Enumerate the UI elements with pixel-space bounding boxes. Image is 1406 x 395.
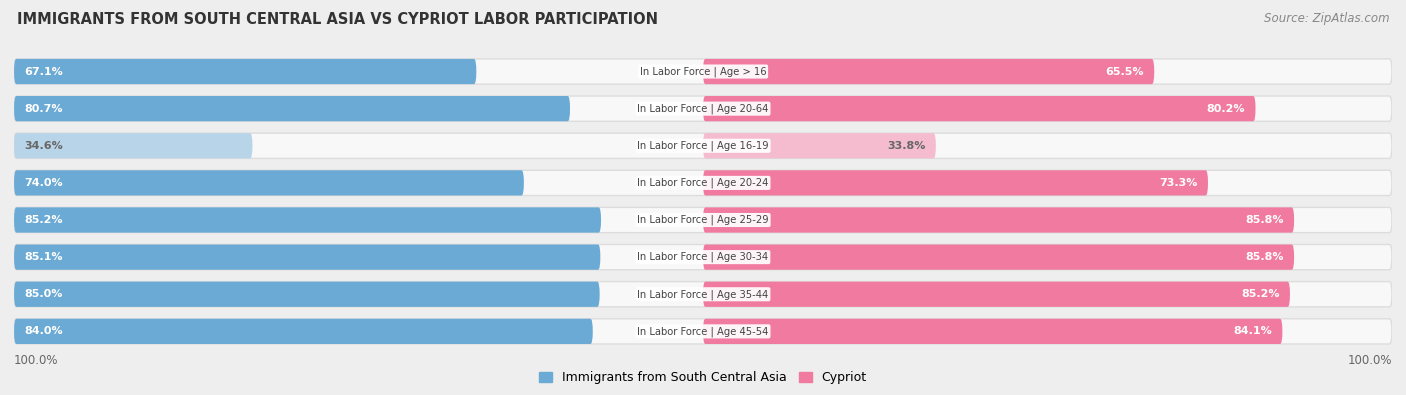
FancyBboxPatch shape: [14, 282, 1392, 307]
Text: 80.2%: 80.2%: [1206, 103, 1246, 114]
FancyBboxPatch shape: [14, 133, 253, 158]
Text: In Labor Force | Age 45-54: In Labor Force | Age 45-54: [637, 326, 769, 337]
Text: 85.1%: 85.1%: [24, 252, 63, 262]
Text: 67.1%: 67.1%: [24, 66, 63, 77]
Text: 33.8%: 33.8%: [887, 141, 925, 151]
Text: 85.2%: 85.2%: [24, 215, 63, 225]
Text: 80.7%: 80.7%: [24, 103, 63, 114]
Text: 85.8%: 85.8%: [1246, 215, 1284, 225]
Text: In Labor Force | Age 20-24: In Labor Force | Age 20-24: [637, 178, 769, 188]
FancyBboxPatch shape: [703, 282, 1289, 307]
FancyBboxPatch shape: [14, 59, 1392, 84]
FancyBboxPatch shape: [14, 319, 593, 344]
Text: 100.0%: 100.0%: [1347, 354, 1392, 367]
Text: IMMIGRANTS FROM SOUTH CENTRAL ASIA VS CYPRIOT LABOR PARTICIPATION: IMMIGRANTS FROM SOUTH CENTRAL ASIA VS CY…: [17, 12, 658, 27]
Text: 85.2%: 85.2%: [1241, 289, 1279, 299]
FancyBboxPatch shape: [14, 245, 600, 270]
Legend: Immigrants from South Central Asia, Cypriot: Immigrants from South Central Asia, Cypr…: [534, 366, 872, 389]
Text: In Labor Force | Age > 16: In Labor Force | Age > 16: [640, 66, 766, 77]
FancyBboxPatch shape: [703, 207, 1294, 233]
FancyBboxPatch shape: [14, 207, 1392, 233]
Text: 74.0%: 74.0%: [24, 178, 63, 188]
Text: 65.5%: 65.5%: [1105, 66, 1144, 77]
Text: In Labor Force | Age 30-34: In Labor Force | Age 30-34: [637, 252, 769, 262]
FancyBboxPatch shape: [703, 59, 1154, 84]
FancyBboxPatch shape: [14, 59, 477, 84]
Text: 84.0%: 84.0%: [24, 326, 63, 337]
FancyBboxPatch shape: [703, 319, 1282, 344]
FancyBboxPatch shape: [14, 96, 1392, 121]
FancyBboxPatch shape: [703, 96, 1256, 121]
Text: 84.1%: 84.1%: [1233, 326, 1272, 337]
FancyBboxPatch shape: [14, 207, 600, 233]
Text: In Labor Force | Age 35-44: In Labor Force | Age 35-44: [637, 289, 769, 299]
Text: In Labor Force | Age 16-19: In Labor Force | Age 16-19: [637, 141, 769, 151]
FancyBboxPatch shape: [14, 170, 524, 196]
Text: 85.8%: 85.8%: [1246, 252, 1284, 262]
FancyBboxPatch shape: [703, 170, 1208, 196]
FancyBboxPatch shape: [14, 282, 599, 307]
Text: 34.6%: 34.6%: [24, 141, 63, 151]
Text: 73.3%: 73.3%: [1160, 178, 1198, 188]
FancyBboxPatch shape: [14, 170, 1392, 196]
FancyBboxPatch shape: [14, 96, 569, 121]
FancyBboxPatch shape: [703, 245, 1294, 270]
Text: 85.0%: 85.0%: [24, 289, 63, 299]
FancyBboxPatch shape: [14, 245, 1392, 270]
FancyBboxPatch shape: [14, 319, 1392, 344]
Text: In Labor Force | Age 20-64: In Labor Force | Age 20-64: [637, 103, 769, 114]
Text: In Labor Force | Age 25-29: In Labor Force | Age 25-29: [637, 215, 769, 225]
FancyBboxPatch shape: [703, 133, 936, 158]
FancyBboxPatch shape: [14, 133, 1392, 158]
Text: Source: ZipAtlas.com: Source: ZipAtlas.com: [1264, 12, 1389, 25]
Text: 100.0%: 100.0%: [14, 354, 59, 367]
